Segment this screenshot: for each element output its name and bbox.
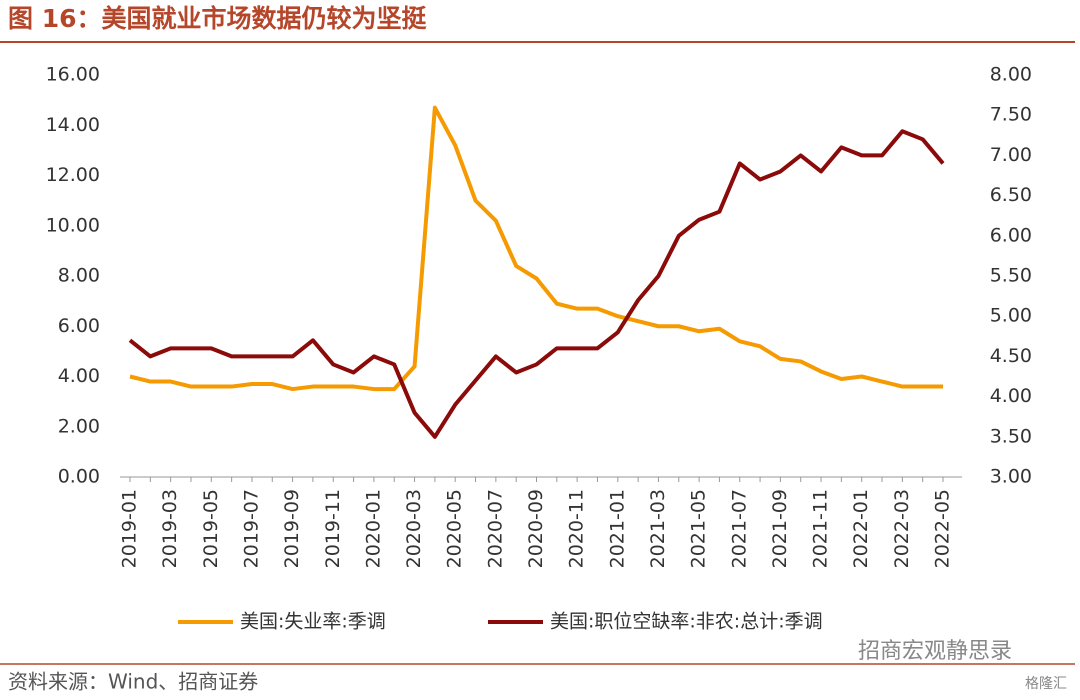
x-tick-label: 2021-11 bbox=[810, 489, 832, 568]
x-tick-label: 2019-03 bbox=[159, 489, 181, 568]
x-tick-label: 2022-05 bbox=[932, 489, 954, 568]
x-tick-label: 2020-11 bbox=[566, 489, 588, 568]
x-tick-label: 2019-11 bbox=[322, 489, 344, 568]
y-tick-label: 8.00 bbox=[58, 265, 100, 287]
x-tick-label: 2021-01 bbox=[606, 489, 628, 568]
y2-tick-label: 8.00 bbox=[990, 64, 1032, 86]
x-tick-label: 2020-07 bbox=[484, 489, 506, 568]
y-tick-label: 6.00 bbox=[58, 315, 100, 337]
y-tick-label: 2.00 bbox=[58, 415, 100, 437]
x-tick-label: 2019-05 bbox=[200, 489, 222, 568]
series-line bbox=[128, 129, 945, 439]
y2-tick-label: 4.00 bbox=[990, 385, 1032, 407]
y2-tick-label: 7.50 bbox=[990, 104, 1032, 126]
y-tick-label: 16.00 bbox=[46, 64, 100, 86]
series-line bbox=[129, 105, 943, 392]
y2-tick-label: 5.50 bbox=[990, 265, 1032, 287]
y2-tick-label: 6.00 bbox=[990, 224, 1032, 246]
x-tick-label: 2020-01 bbox=[362, 489, 384, 568]
chart-title: 图 16：美国就业市场数据仍较为坚挺 bbox=[8, 4, 427, 33]
y2-tick-label: 4.50 bbox=[990, 345, 1032, 367]
y2-tick-label: 3.00 bbox=[990, 466, 1032, 488]
y2-tick-label: 7.00 bbox=[990, 144, 1032, 166]
y2-tick-label: 6.50 bbox=[990, 184, 1032, 206]
y-tick-label: 10.00 bbox=[46, 214, 100, 236]
x-tick-label: 2019-07 bbox=[240, 489, 262, 568]
x-tick-label: 2022-03 bbox=[891, 489, 913, 568]
x-tick-label: 2019-01 bbox=[119, 489, 141, 568]
x-tick-label: 2020-09 bbox=[525, 489, 547, 568]
legend-label: 美国:职位空缺率:非农:总计:季调 bbox=[550, 611, 823, 633]
x-tick-label: 2020-05 bbox=[444, 489, 466, 568]
watermark: 招商宏观静思录 bbox=[858, 639, 1012, 664]
x-tick-label: 2020-03 bbox=[403, 489, 425, 568]
legend-label: 美国:失业率:季调 bbox=[240, 611, 386, 633]
x-tick-label: 2021-07 bbox=[728, 489, 750, 568]
y2-tick-label: 5.00 bbox=[990, 305, 1032, 327]
watermark-small: 格隆汇 bbox=[1025, 676, 1067, 692]
x-tick-label: 2019-09 bbox=[281, 489, 303, 568]
y-tick-label: 4.00 bbox=[58, 365, 100, 387]
x-tick-label: 2022-01 bbox=[850, 489, 872, 568]
x-tick-label: 2021-05 bbox=[688, 489, 710, 568]
source: 资料来源：Wind、招商证券 bbox=[8, 670, 258, 694]
y-tick-label: 12.00 bbox=[46, 164, 100, 186]
x-tick-label: 2021-03 bbox=[647, 489, 669, 568]
y-tick-label: 0.00 bbox=[58, 466, 100, 488]
y-tick-label: 14.00 bbox=[46, 114, 100, 136]
x-tick-label: 2021-09 bbox=[769, 489, 791, 568]
y2-tick-label: 3.50 bbox=[990, 425, 1032, 447]
